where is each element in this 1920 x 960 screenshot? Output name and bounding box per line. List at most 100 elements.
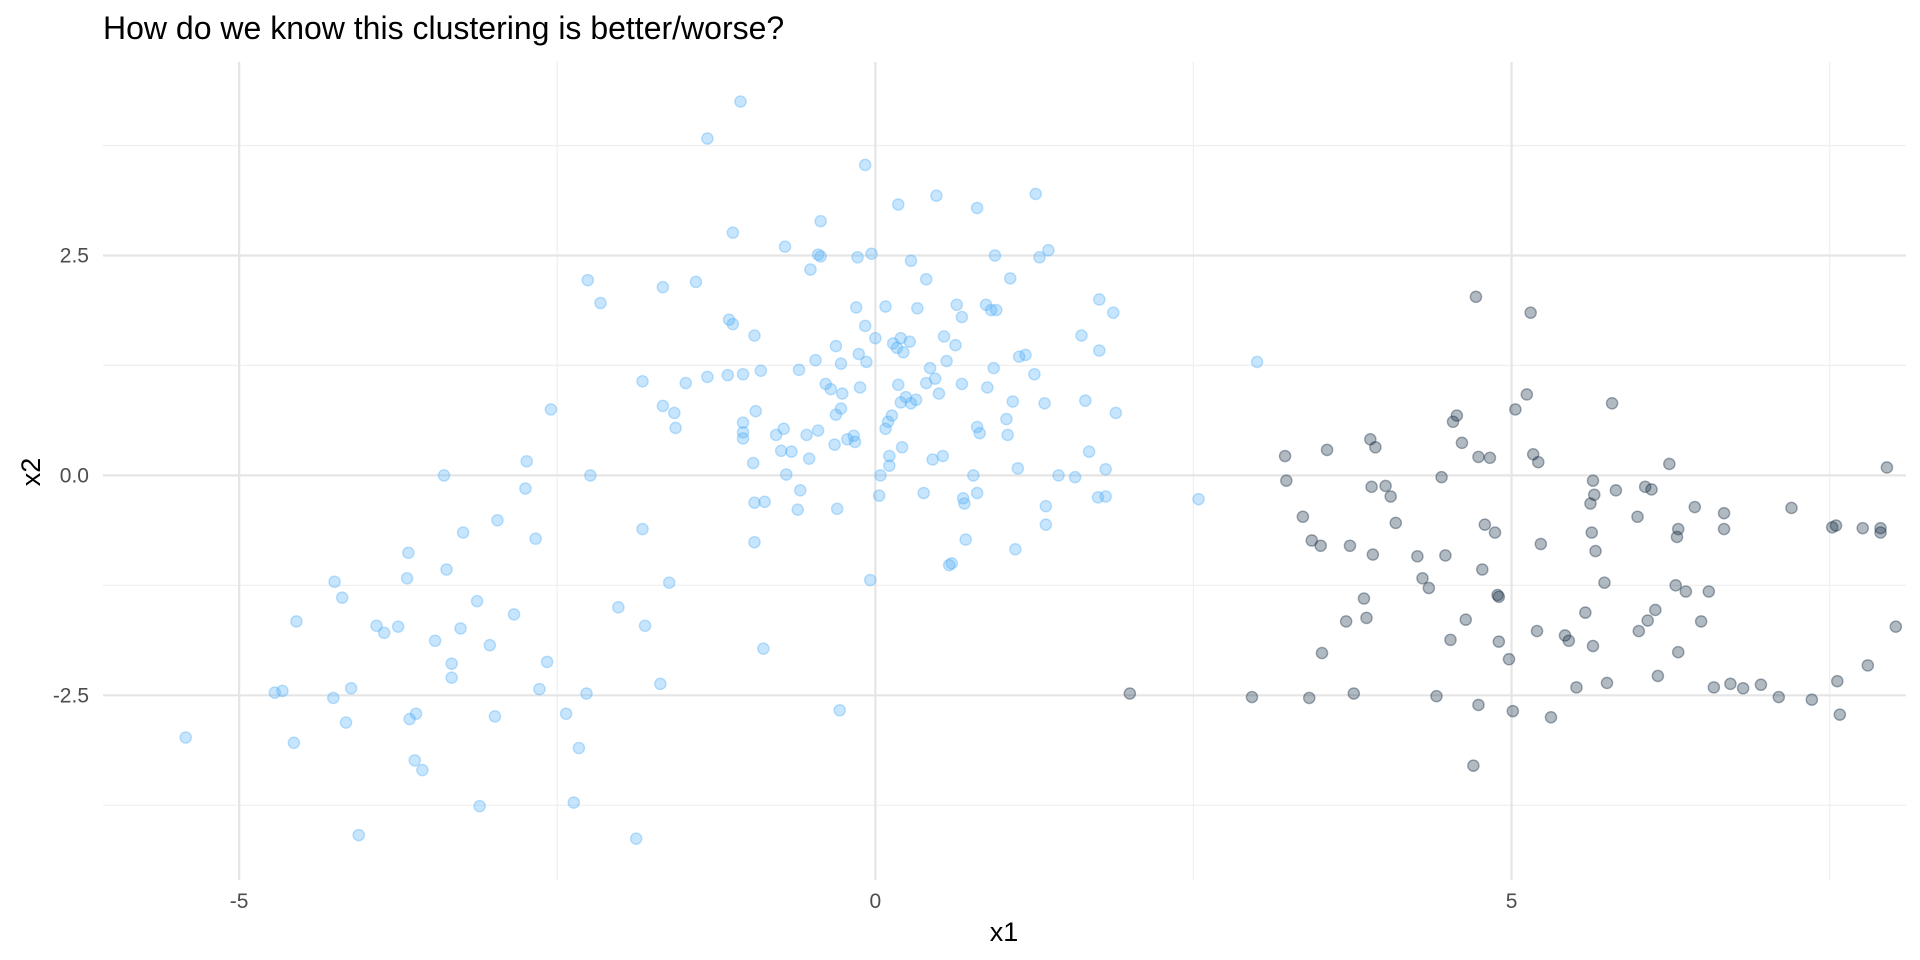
data-point <box>841 433 854 446</box>
data-point <box>1099 462 1112 476</box>
data-point <box>1068 470 1082 484</box>
data-point <box>679 376 693 390</box>
data-point <box>370 619 383 633</box>
data-point <box>377 626 391 640</box>
data-point <box>1459 613 1473 626</box>
data-point <box>981 381 994 394</box>
data-point <box>814 214 827 228</box>
plot-grid <box>103 62 1906 880</box>
data-point <box>1534 537 1548 551</box>
data-point <box>1805 693 1819 706</box>
data-point <box>792 363 806 377</box>
data-point <box>1078 394 1092 407</box>
data-point <box>1444 633 1457 647</box>
data-point <box>890 341 904 355</box>
data-point <box>736 416 750 429</box>
data-point <box>879 422 892 436</box>
data-point <box>1364 433 1377 446</box>
data-point <box>656 280 670 294</box>
data-point <box>829 339 843 353</box>
data-point <box>903 335 917 349</box>
data-point <box>833 703 847 717</box>
data-point <box>949 338 962 352</box>
data-point <box>858 319 872 333</box>
data-point <box>1600 676 1614 690</box>
data-point <box>1379 479 1392 493</box>
data-point <box>1585 526 1599 539</box>
data-point <box>1587 488 1601 502</box>
data-point <box>1861 659 1875 672</box>
data-point <box>391 620 405 633</box>
data-point <box>757 642 770 655</box>
data-point <box>958 497 971 510</box>
data-point <box>940 354 953 368</box>
data-point <box>1671 522 1685 536</box>
data-point <box>1492 590 1506 604</box>
data-point <box>572 741 586 755</box>
data-point <box>984 303 998 317</box>
data-point <box>656 399 670 413</box>
data-point <box>689 275 703 289</box>
data-point <box>437 469 451 482</box>
data-point <box>1589 544 1602 558</box>
data-point <box>828 438 841 451</box>
data-point <box>970 201 984 215</box>
data-point <box>883 459 896 473</box>
data-point <box>1520 388 1534 401</box>
series-1-points <box>179 95 1264 845</box>
data-point <box>533 682 546 696</box>
data-point <box>328 575 341 589</box>
data-point <box>1422 581 1436 595</box>
data-point <box>179 731 193 744</box>
data-point <box>1082 445 1096 458</box>
data-point <box>669 421 682 435</box>
data-point <box>1052 469 1065 482</box>
data-point <box>988 249 1002 262</box>
data-point <box>1092 344 1106 357</box>
data-point <box>1411 550 1424 563</box>
x-tick-label: -5 <box>230 890 249 913</box>
data-point <box>1488 526 1502 539</box>
data-point <box>987 361 1000 375</box>
data-point <box>970 420 984 434</box>
data-point <box>989 303 1003 317</box>
data-point <box>895 440 909 454</box>
data-point <box>491 513 504 527</box>
data-point <box>917 486 931 500</box>
data-point <box>726 317 740 331</box>
data-point <box>1278 449 1292 463</box>
data-point <box>1435 470 1448 484</box>
data-point <box>1663 457 1676 471</box>
data-point <box>1874 521 1887 535</box>
y-axis-ticks: -2.5 0.0 2.5 <box>53 245 89 708</box>
data-point <box>1280 474 1293 487</box>
data-point <box>926 453 939 466</box>
data-point <box>1631 510 1644 524</box>
data-point <box>701 132 714 145</box>
data-point <box>1296 510 1310 524</box>
data-point <box>904 396 918 410</box>
data-point <box>932 387 946 400</box>
data-point <box>638 619 652 633</box>
data-point <box>874 469 887 482</box>
data-point <box>734 95 747 108</box>
data-point <box>1430 689 1443 703</box>
data-point <box>955 310 969 324</box>
data-point <box>1320 443 1334 457</box>
data-point <box>1455 436 1469 450</box>
data-point <box>1478 518 1492 531</box>
data-point <box>1502 652 1516 666</box>
data-point <box>1123 687 1137 700</box>
data-point <box>1829 519 1843 532</box>
data-point <box>863 573 877 587</box>
x-axis-ticks: -5 0 5 <box>230 890 1518 913</box>
data-point <box>956 491 970 505</box>
series-2-points <box>1123 290 1903 772</box>
data-points <box>179 95 1903 845</box>
data-point <box>440 563 453 576</box>
data-point <box>883 449 896 463</box>
data-point <box>1012 350 1026 363</box>
data-point <box>402 546 415 560</box>
data-point <box>814 250 827 263</box>
